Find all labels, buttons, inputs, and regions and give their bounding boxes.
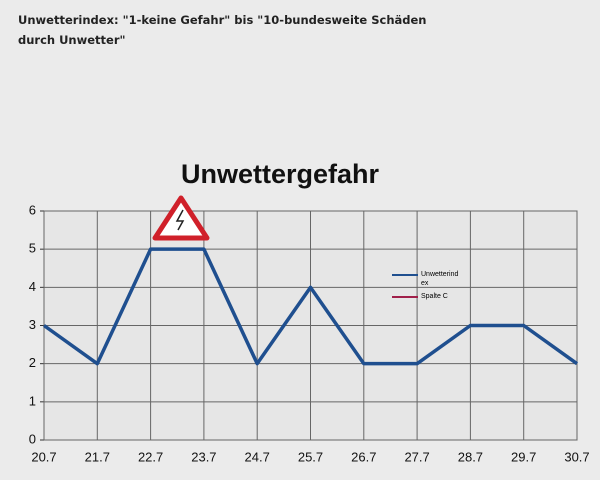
x-tick-label: 23.7 [191, 449, 216, 464]
legend-label: Unwetterindex [421, 271, 459, 287]
warning-icon [152, 195, 210, 241]
x-tick-label: 21.7 [85, 449, 110, 464]
legend-swatch [392, 274, 418, 276]
y-tick-label: 4 [29, 279, 36, 294]
x-tick-label: 26.7 [351, 449, 376, 464]
plot-area: 0 1 2 3 4 5 6 20.7 21.7 22.7 23.7 24.7 25.7 26.7 27.7 2… [29, 202, 590, 464]
chart-title: Unwettergefahr [181, 159, 380, 189]
legend: Unwetterindex Spalte C [392, 270, 459, 305]
y-tick-label: 1 [29, 393, 36, 408]
legend-swatch [392, 296, 418, 298]
x-tick-label: 24.7 [245, 449, 270, 464]
y-tick-label: 2 [29, 355, 36, 370]
y-tick-label: 5 [29, 241, 36, 256]
y-tick-label: 0 [29, 431, 36, 446]
legend-entry: Spalte C [392, 292, 459, 301]
legend-label: Spalte C [421, 293, 448, 300]
x-tick-label: 25.7 [298, 449, 323, 464]
x-tick-label: 28.7 [458, 449, 483, 464]
series-line [42, 247, 579, 366]
legend-entry: Unwetterindex [392, 270, 459, 288]
y-tick-label: 3 [29, 317, 36, 332]
header-text: Unwetterindex: "1-keine Gefahr" bis "10-… [18, 13, 427, 47]
x-tick-label: 27.7 [404, 449, 429, 464]
y-tick-label: 6 [29, 202, 36, 217]
x-tick-label: 29.7 [511, 449, 536, 464]
x-tick-label: 30.7 [564, 449, 589, 464]
x-tick-label: 22.7 [138, 449, 163, 464]
x-tick-label: 20.7 [31, 449, 56, 464]
